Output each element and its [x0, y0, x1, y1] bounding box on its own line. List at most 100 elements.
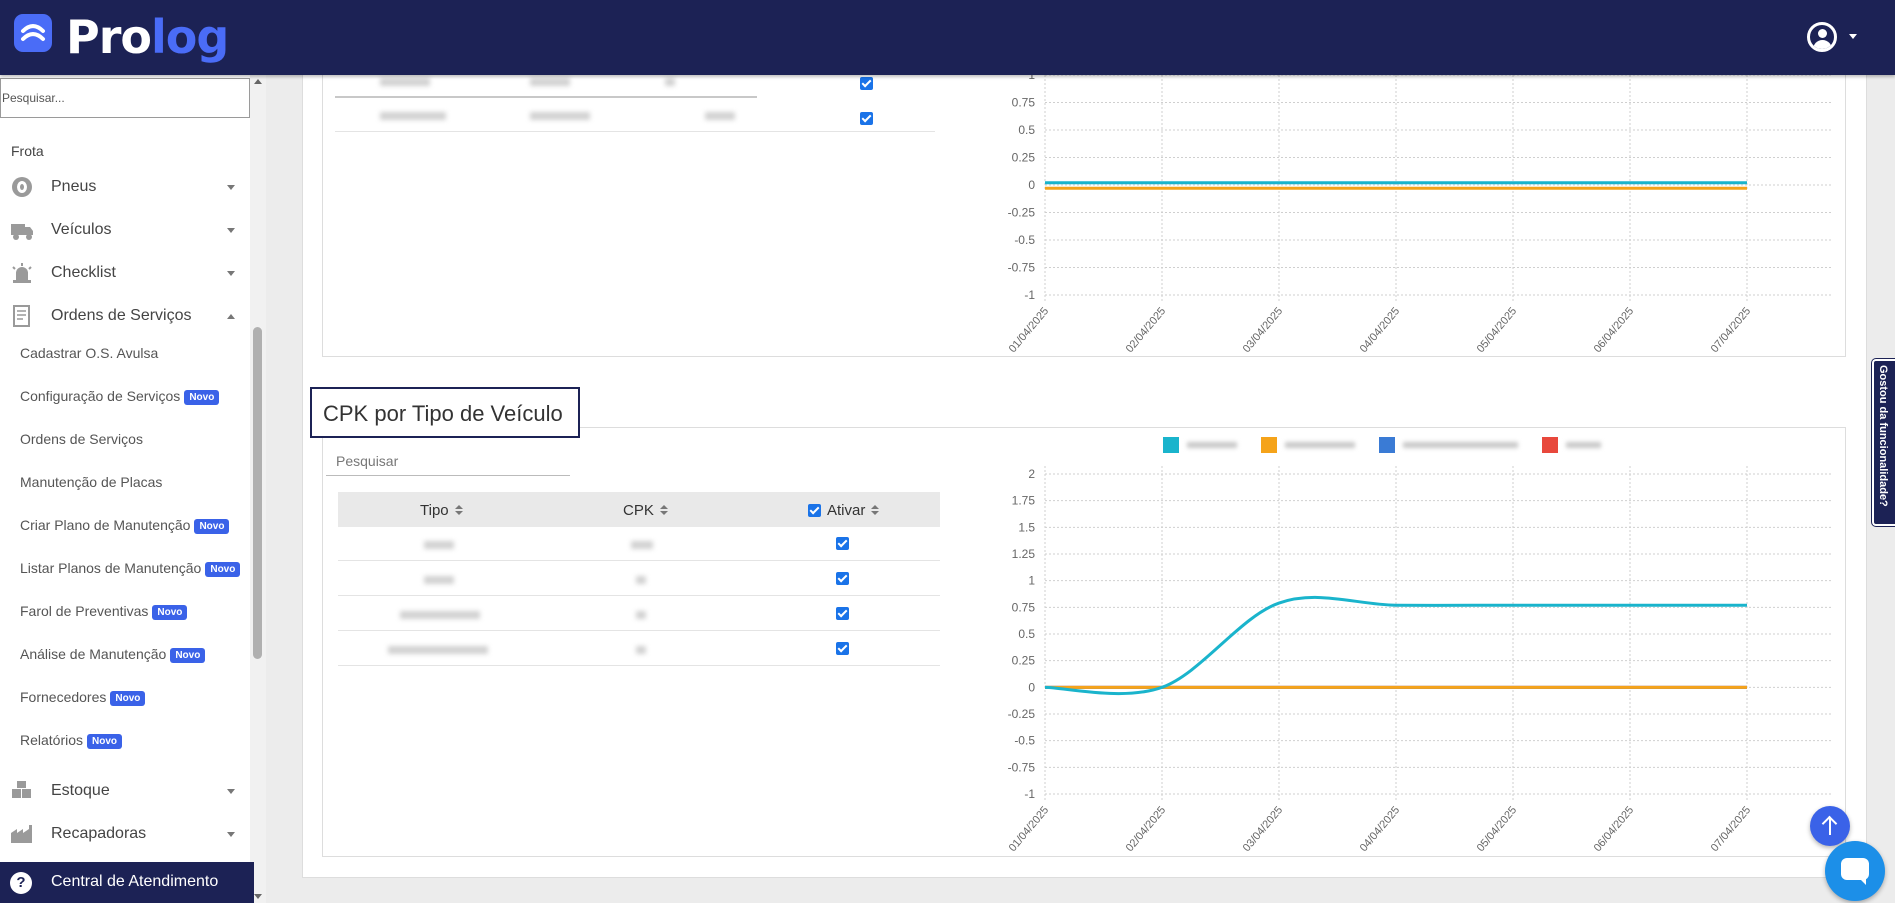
subitem-ordens-servicos[interactable]: Ordens de Serviços — [20, 431, 143, 455]
scroll-to-top-button[interactable] — [1810, 806, 1850, 846]
chevron-down-icon — [227, 185, 235, 190]
subitem-label: Manutenção de Placas — [20, 474, 163, 490]
y-tick-label: 1.5 — [1018, 520, 1035, 534]
subitem-label: Análise de Manutenção — [20, 646, 167, 662]
x-tick-label: 06/04/2025 — [1592, 305, 1637, 355]
sidebar-item-label: Pneus — [51, 178, 97, 195]
subitem-farol-preventivas[interactable]: Farol de Preventivas Novo — [20, 603, 188, 627]
x-tick-label: 01/04/2025 — [1007, 305, 1052, 355]
legend-swatch[interactable] — [1261, 437, 1277, 453]
sidebar-item-label: Estoque — [51, 782, 110, 799]
subitem-listar-planos[interactable]: Listar Planos de Manutenção Novo — [20, 560, 241, 584]
y-tick-label: -0.25 — [1008, 707, 1036, 721]
truck-icon — [11, 224, 33, 240]
x-tick-label: 01/04/2025 — [1007, 804, 1052, 854]
y-tick-label: -0.5 — [1014, 233, 1035, 247]
ativar-checkbox[interactable] — [836, 607, 849, 620]
sidebar-scrollbar[interactable] — [250, 75, 266, 903]
y-tick-label: -0.5 — [1014, 734, 1035, 748]
series-line[interactable] — [1044, 595, 1747, 696]
cpk-section-title: CPK por Tipo de Veículo — [310, 387, 580, 438]
subitem-cadastrar-os[interactable]: Cadastrar O.S. Avulsa — [20, 345, 158, 369]
y-tick-label: 2 — [1028, 467, 1035, 481]
legend-label-blurred — [1285, 442, 1355, 448]
x-tick-label: 03/04/2025 — [1241, 804, 1286, 854]
subitem-label: Listar Planos de Manutenção — [20, 560, 202, 576]
boxes-icon — [12, 781, 31, 798]
subitem-label: Relatórios — [20, 732, 84, 748]
subitem-manutencao-placas[interactable]: Manutenção de Placas — [20, 474, 162, 498]
user-circle-icon[interactable] — [1807, 22, 1837, 52]
sidebar-item-ordens-servicos[interactable]: Ordens de Serviços — [0, 297, 250, 335]
prolog-logo-text[interactable]: Prolog — [66, 10, 229, 64]
table-row — [338, 632, 940, 666]
column-header-cpk[interactable]: CPK — [623, 502, 668, 519]
subitem-criar-plano[interactable]: Criar Plano de Manutenção Novo — [20, 517, 230, 541]
user-menu[interactable] — [1807, 20, 1867, 54]
subitem-fornecedores[interactable]: Fornecedores Novo — [20, 689, 146, 713]
sidebar-item-veiculos[interactable]: Veículos — [0, 211, 250, 249]
ativar-checkbox[interactable] — [836, 537, 849, 550]
novo-badge: Novo — [194, 519, 230, 534]
sidebar-search-input[interactable]: Pesquisar... — [0, 78, 250, 118]
top-header: Prolog — [0, 0, 1895, 75]
scroll-up-icon[interactable] — [254, 79, 262, 84]
scroll-down-icon[interactable] — [254, 894, 262, 899]
sidebar-item-label: Checklist — [51, 264, 116, 281]
sidebar-item-recapadoras[interactable]: Recapadoras — [0, 815, 250, 853]
select-all-checkbox[interactable] — [808, 504, 821, 517]
y-tick-label: 1.75 — [1012, 494, 1036, 508]
chart-grid — [1044, 466, 1833, 800]
subitem-label: Configuração de Serviços — [20, 388, 181, 404]
novo-badge: Novo — [205, 562, 241, 577]
legend-label-blurred — [1403, 442, 1518, 448]
x-tick-label: 02/04/2025 — [1124, 305, 1169, 355]
y-tick-label: -1 — [1024, 787, 1035, 801]
x-tick-label: 02/04/2025 — [1124, 804, 1169, 854]
y-tick-label: -0.75 — [1008, 760, 1036, 774]
chevron-down-icon[interactable] — [1849, 34, 1857, 39]
chat-button[interactable] — [1825, 841, 1885, 901]
central-atendimento-button[interactable]: ? Central de Atendimento — [0, 862, 254, 903]
feedback-tab[interactable]: Gostou da funcionalidade? — [1872, 359, 1895, 526]
column-header-ativar[interactable]: Ativar — [808, 502, 880, 519]
cpk-table-header: Tipo CPK Ativar — [338, 492, 940, 527]
legend-swatch[interactable] — [1379, 437, 1395, 453]
sidebar-item-checklist[interactable]: Checklist — [0, 254, 250, 292]
tire-icon — [12, 177, 32, 197]
document-icon — [13, 305, 30, 327]
y-tick-label: 0.25 — [1012, 151, 1036, 165]
sidebar-item-estoque[interactable]: Estoque — [0, 772, 250, 810]
novo-badge: Novo — [170, 648, 206, 663]
y-tick-label: 1 — [1028, 68, 1035, 82]
ativar-checkbox[interactable] — [836, 642, 849, 655]
table-row — [338, 562, 940, 596]
legend-swatch[interactable] — [1163, 437, 1179, 453]
table-row — [335, 98, 935, 132]
y-tick-label: 0.75 — [1012, 96, 1036, 110]
novo-badge: Novo — [184, 390, 220, 405]
sidebar-item-pneus[interactable]: Pneus — [0, 168, 250, 206]
column-label: CPK — [623, 502, 654, 519]
sidebar-section-frota: Frota — [11, 143, 44, 159]
cpk-search-input[interactable]: Pesquisar — [326, 443, 570, 476]
subitem-analise-manutencao[interactable]: Análise de Manutenção Novo — [20, 646, 206, 670]
ativar-checkbox[interactable] — [860, 77, 873, 90]
logo-part2: log — [151, 10, 229, 64]
chevron-up-icon — [227, 314, 235, 319]
column-header-tipo[interactable]: Tipo — [420, 502, 463, 519]
subitem-relatorios[interactable]: Relatórios Novo — [20, 732, 123, 756]
x-tick-label: 04/04/2025 — [1358, 305, 1403, 355]
chevron-down-icon — [227, 271, 235, 276]
legend-swatch[interactable] — [1542, 437, 1558, 453]
scrollbar-thumb[interactable] — [253, 327, 262, 659]
chart-legend — [1163, 437, 1601, 453]
ativar-checkbox[interactable] — [860, 112, 873, 125]
subitem-label: Cadastrar O.S. Avulsa — [20, 345, 159, 361]
question-icon: ? — [10, 872, 32, 894]
ativar-checkbox[interactable] — [836, 572, 849, 585]
x-tick-label: 04/04/2025 — [1358, 804, 1403, 854]
subitem-configuracao-servicos[interactable]: Configuração de Serviços Novo — [20, 388, 220, 412]
prolog-logo-icon[interactable] — [14, 14, 52, 52]
legend-label-blurred — [1566, 442, 1601, 448]
